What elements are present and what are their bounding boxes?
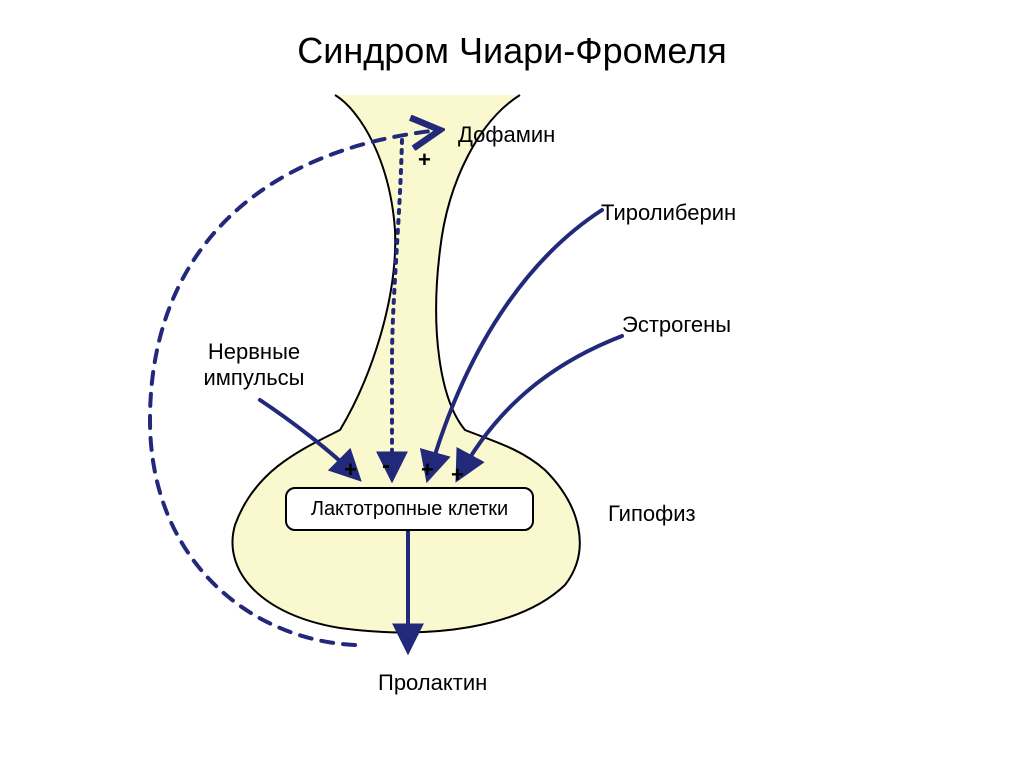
sign-plus-3: + — [421, 457, 434, 483]
diagram-title: Синдром Чиари-Фромеля — [0, 30, 1024, 72]
sign-plus-1: + — [344, 457, 357, 483]
lactotroph-box: Лактотропные клетки — [285, 487, 534, 531]
arrow-estrogens — [458, 336, 622, 478]
label-tiroliberin: Тиролиберин — [601, 200, 736, 226]
lactotroph-box-label: Лактотропные клетки — [311, 498, 508, 521]
diagram-canvas: Синдром Чиари-Фромеля Дофамин Тиролибери… — [0, 0, 1024, 767]
label-estrogens: Эстрогены — [622, 312, 731, 338]
sign-plus-4: + — [451, 462, 464, 488]
label-pituitary: Гипофиз — [608, 501, 696, 527]
arrow-dopamine_down — [392, 140, 402, 478]
arrow-tiroliberin — [428, 210, 602, 478]
label-nerve: Нервные импульсы — [184, 339, 324, 391]
label-dopamine: Дофамин — [458, 122, 555, 148]
sign-top-plus: + — [418, 147, 431, 173]
diagram-svg — [0, 0, 1024, 767]
sign-minus: - — [382, 452, 390, 480]
label-prolactin: Пролактин — [378, 670, 487, 696]
